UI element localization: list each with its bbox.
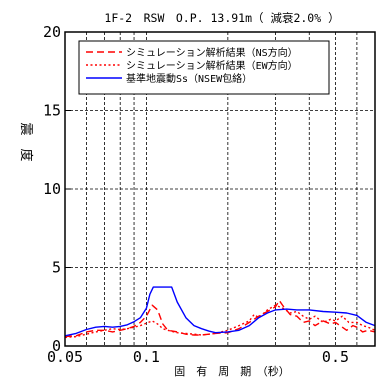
legend-box [78, 40, 330, 95]
series-line [64, 286, 376, 337]
y-tick-label: 0 [52, 337, 61, 355]
series-line [64, 299, 376, 338]
tick-labels: 0 5 10 15 20 0.05 0.1 0.5 [43, 23, 349, 366]
series-lines [64, 286, 376, 339]
x-axis-label: 固 有 周 期 （秒） [174, 364, 290, 378]
y-tick-label: 10 [43, 180, 61, 198]
y-tick-label: 5 [52, 259, 61, 277]
legend-label: シミュレーション解析結果（NS方向） [126, 46, 298, 59]
x-tick-label: 0.05 [47, 348, 83, 366]
x-tick-label: 0.5 [322, 348, 349, 366]
y-tick-label: 20 [43, 23, 61, 41]
y-axis-label: 震 度 [18, 122, 34, 161]
chart-title: 1F-2 RSW O.P. 13.91m（ 減衰2.0% ） [104, 11, 339, 25]
legend-label: 基準地震動Ss（NSEW包絡） [126, 72, 252, 85]
series-line [64, 304, 376, 339]
y-tick-label: 15 [43, 102, 61, 120]
x-tick-label: 0.1 [133, 348, 160, 366]
legend: シミュレーション解析結果（NS方向）シミュレーション解析結果（EW方向）基準地震… [78, 40, 330, 95]
legend-label: シミュレーション解析結果（EW方向） [126, 59, 298, 72]
